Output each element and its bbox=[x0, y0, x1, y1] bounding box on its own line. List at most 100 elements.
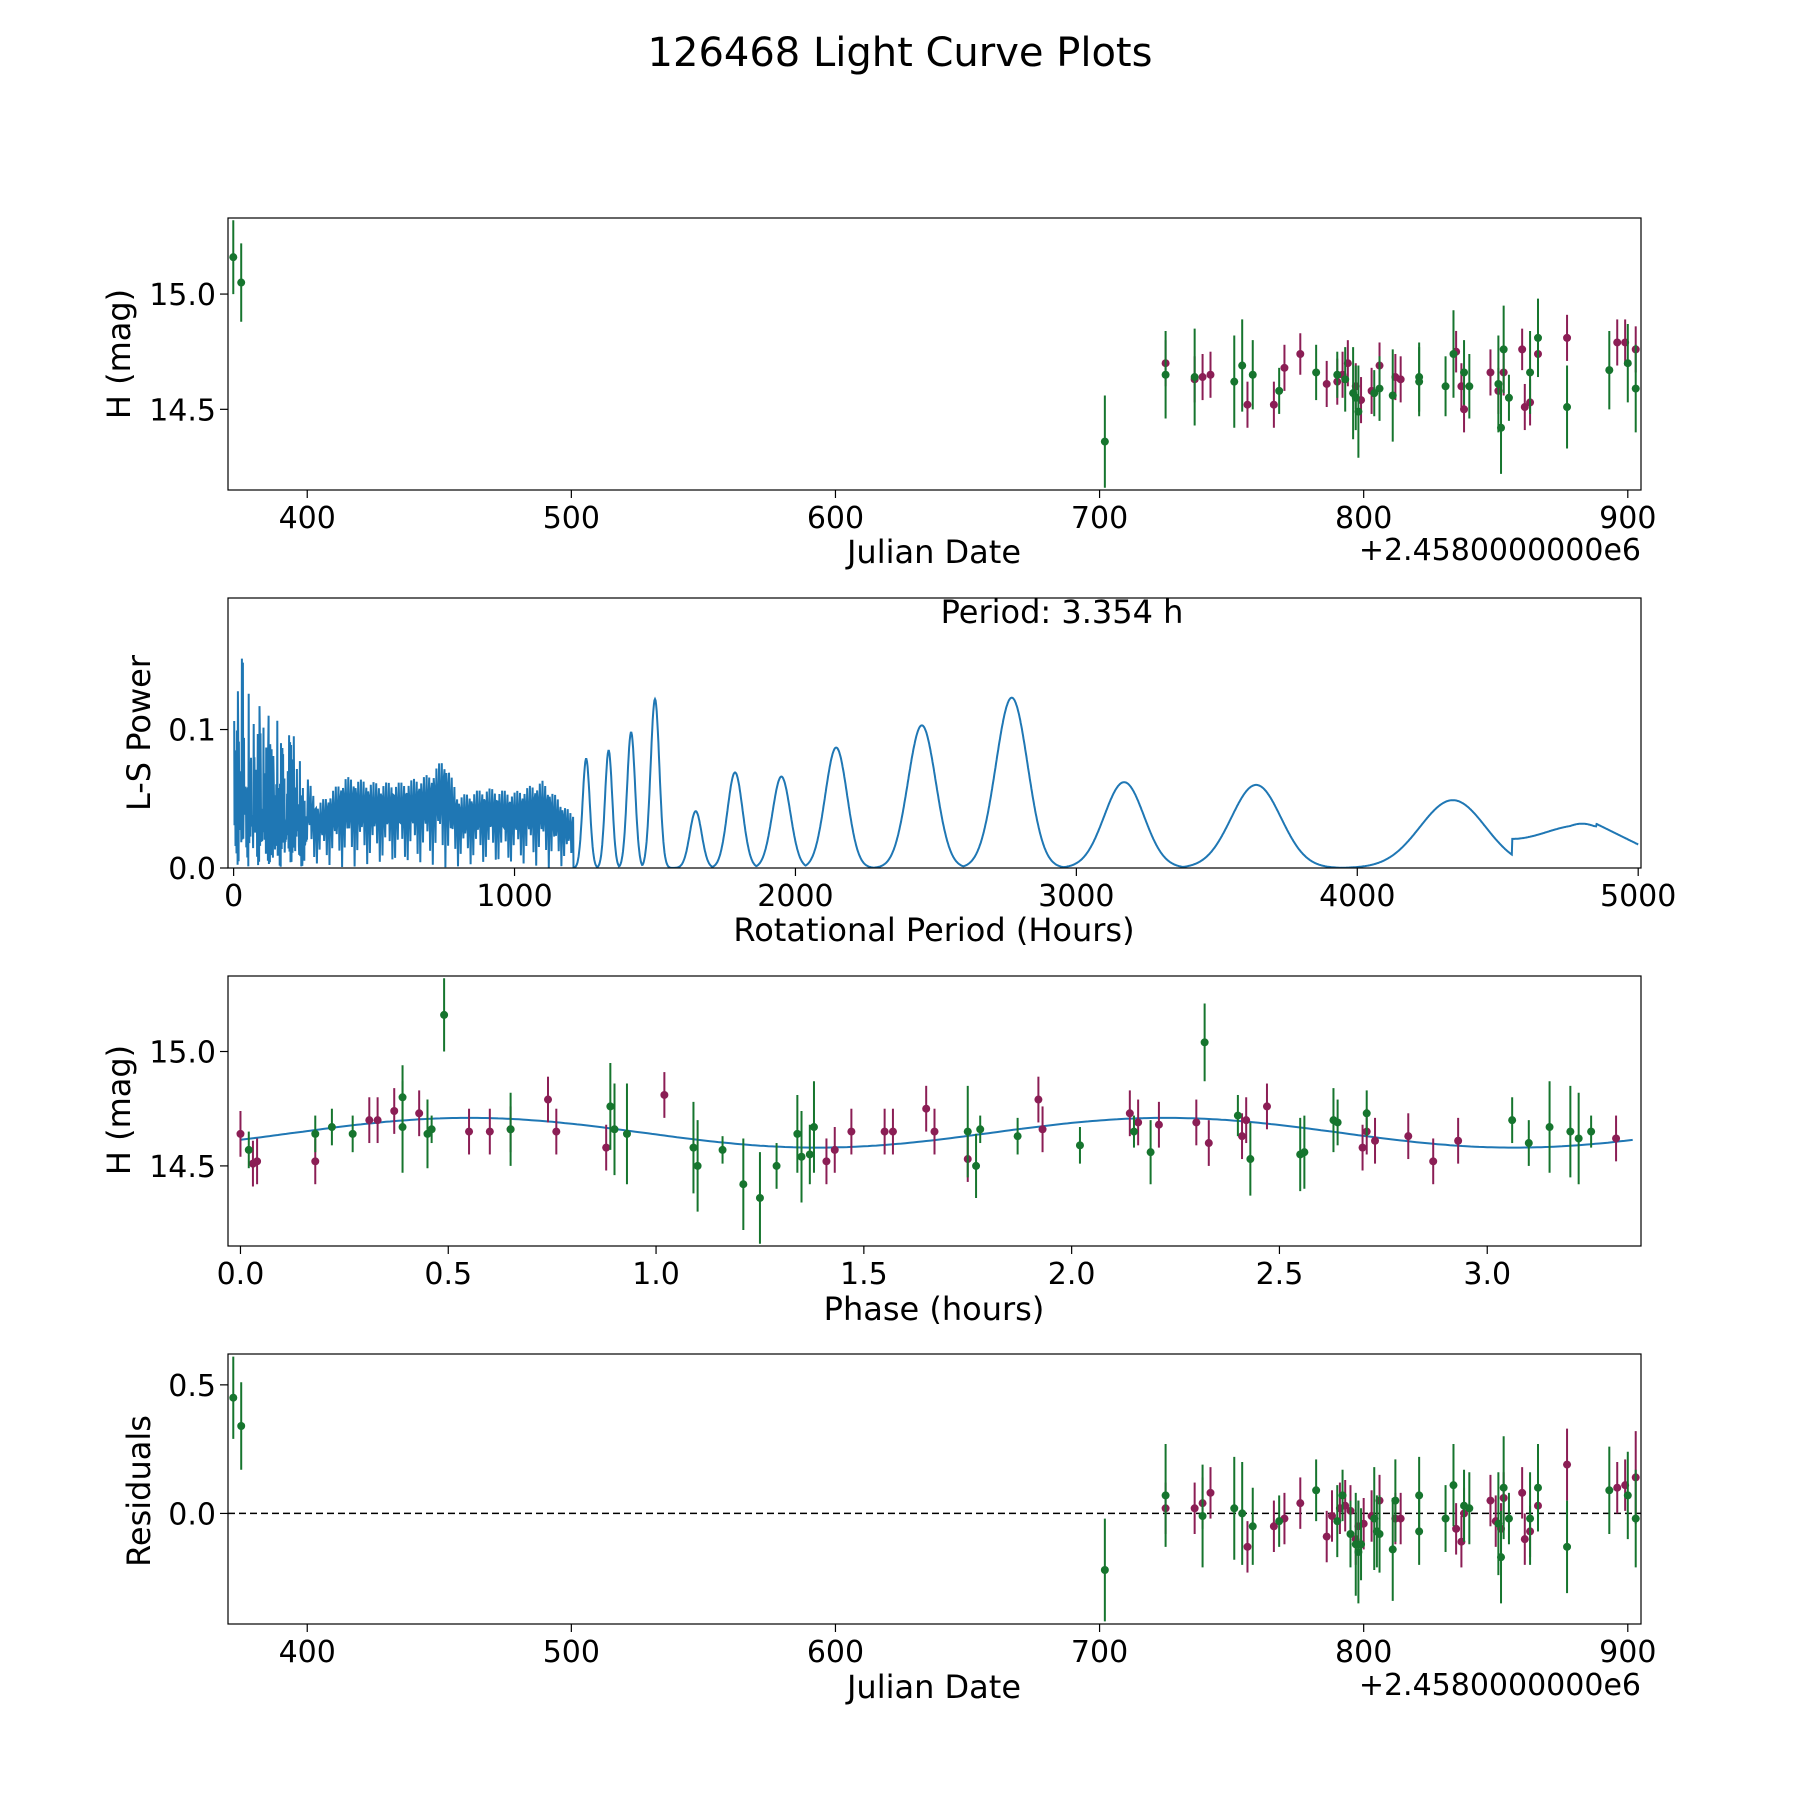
point-marker bbox=[1333, 370, 1342, 379]
point-marker bbox=[1612, 1134, 1621, 1143]
lightcurve-x-tick-label: 600 bbox=[807, 501, 864, 536]
point-marker bbox=[327, 1123, 336, 1132]
data-point bbox=[1504, 374, 1513, 421]
phased-x-label: Phase (hours) bbox=[824, 1290, 1045, 1328]
phased-x-tick-label: 2.0 bbox=[1048, 1257, 1096, 1292]
point-marker bbox=[1613, 1483, 1622, 1492]
point-marker bbox=[373, 1116, 382, 1125]
data-point bbox=[1605, 1446, 1614, 1534]
point-marker bbox=[797, 1152, 806, 1161]
point-marker bbox=[1370, 389, 1379, 398]
data-point bbox=[1429, 1138, 1438, 1185]
data-point bbox=[1520, 383, 1529, 431]
data-point bbox=[718, 1136, 727, 1164]
point-marker bbox=[1190, 373, 1199, 382]
point-marker bbox=[1499, 345, 1508, 354]
point-marker bbox=[1192, 1118, 1201, 1127]
data-point bbox=[1526, 1472, 1535, 1565]
data-point bbox=[1327, 1490, 1336, 1542]
residuals-y-tick-label: 0.5 bbox=[168, 1369, 216, 1404]
periodogram-x-tick-label: 3000 bbox=[1038, 879, 1114, 914]
point-marker bbox=[1631, 1514, 1640, 1523]
point-marker bbox=[465, 1127, 474, 1136]
point-marker bbox=[1533, 333, 1542, 342]
point-marker bbox=[1486, 368, 1495, 377]
data-point bbox=[1269, 1500, 1278, 1552]
point-marker bbox=[1312, 1486, 1321, 1495]
point-marker bbox=[1230, 1504, 1239, 1513]
point-marker bbox=[1242, 1116, 1251, 1125]
point-marker bbox=[1269, 400, 1278, 409]
data-point bbox=[922, 1085, 931, 1132]
data-point bbox=[1206, 351, 1215, 398]
point-marker bbox=[1396, 1514, 1405, 1523]
periodogram-y-label: L-S Power bbox=[120, 654, 158, 811]
point-marker bbox=[1375, 384, 1384, 393]
residuals-y-label: Residuals bbox=[120, 1415, 158, 1567]
residuals-y-ticks: 0.0 0.5 bbox=[168, 1369, 228, 1532]
point-marker bbox=[236, 1129, 245, 1138]
data-point bbox=[1605, 330, 1614, 410]
point-marker bbox=[1465, 1504, 1474, 1513]
point-marker bbox=[772, 1161, 781, 1170]
periodogram-x-label: Rotational Period (Hours) bbox=[733, 911, 1134, 949]
data-point bbox=[552, 1108, 561, 1155]
data-point bbox=[976, 1115, 985, 1144]
point-marker bbox=[1545, 1123, 1554, 1132]
data-point bbox=[755, 1152, 764, 1244]
point-marker bbox=[1465, 382, 1474, 391]
point-marker bbox=[1429, 1157, 1438, 1166]
point-marker bbox=[1526, 368, 1535, 377]
data-point bbox=[1508, 1097, 1517, 1144]
data-point bbox=[1269, 381, 1278, 428]
phased-x-tick-label: 3.0 bbox=[1463, 1257, 1511, 1292]
data-point bbox=[739, 1138, 748, 1230]
point-marker bbox=[1269, 1522, 1278, 1531]
data-point bbox=[1341, 347, 1350, 412]
data-point bbox=[1192, 1099, 1201, 1146]
point-marker bbox=[365, 1116, 374, 1125]
data-point bbox=[1375, 1495, 1384, 1573]
data-point bbox=[229, 1356, 238, 1439]
point-marker bbox=[1238, 1509, 1247, 1518]
point-marker bbox=[793, 1129, 802, 1138]
series-band-green bbox=[229, 220, 1640, 488]
data-point bbox=[1486, 349, 1495, 396]
data-point bbox=[1238, 1113, 1247, 1160]
phased-x-tick-label: 2.5 bbox=[1256, 1257, 1304, 1292]
data-point bbox=[1396, 356, 1405, 403]
data-point bbox=[1371, 1117, 1380, 1164]
point-marker bbox=[930, 1127, 939, 1136]
periodogram-line bbox=[233, 658, 1639, 868]
data-point bbox=[1100, 1518, 1109, 1622]
point-marker bbox=[1415, 1527, 1424, 1536]
point-marker bbox=[1631, 384, 1640, 393]
data-point bbox=[398, 1081, 407, 1173]
point-marker bbox=[348, 1129, 357, 1138]
data-point bbox=[373, 1097, 382, 1144]
lightcurve-y-ticks: 14.5 15.0 bbox=[149, 278, 228, 428]
point-marker bbox=[830, 1145, 839, 1154]
data-point bbox=[1013, 1117, 1022, 1155]
point-marker bbox=[1100, 437, 1109, 446]
data-point bbox=[1312, 344, 1321, 401]
point-marker bbox=[1504, 393, 1513, 402]
point-marker bbox=[1441, 382, 1450, 391]
point-marker bbox=[1358, 1143, 1367, 1152]
panel-phased: 0.0 0.5 1.0 1.5 2.0 2.5 3.0 14.5 15.0 Phase (ho… bbox=[100, 975, 1642, 1328]
residuals-x-label: Julian Date bbox=[845, 1668, 1021, 1706]
point-marker bbox=[1322, 1532, 1331, 1541]
point-marker bbox=[606, 1102, 615, 1111]
data-point bbox=[1563, 314, 1572, 361]
point-marker bbox=[1206, 1488, 1215, 1497]
point-marker bbox=[1518, 345, 1527, 354]
data-point bbox=[1563, 1428, 1572, 1501]
point-marker bbox=[972, 1161, 981, 1170]
lightcurve-x-label: Julian Date bbox=[845, 533, 1021, 571]
data-point bbox=[1370, 370, 1379, 417]
data-point bbox=[797, 1111, 806, 1203]
point-marker bbox=[1248, 370, 1257, 379]
data-point bbox=[1204, 1120, 1213, 1166]
point-marker bbox=[1520, 1535, 1529, 1544]
data-point bbox=[972, 1133, 981, 1198]
